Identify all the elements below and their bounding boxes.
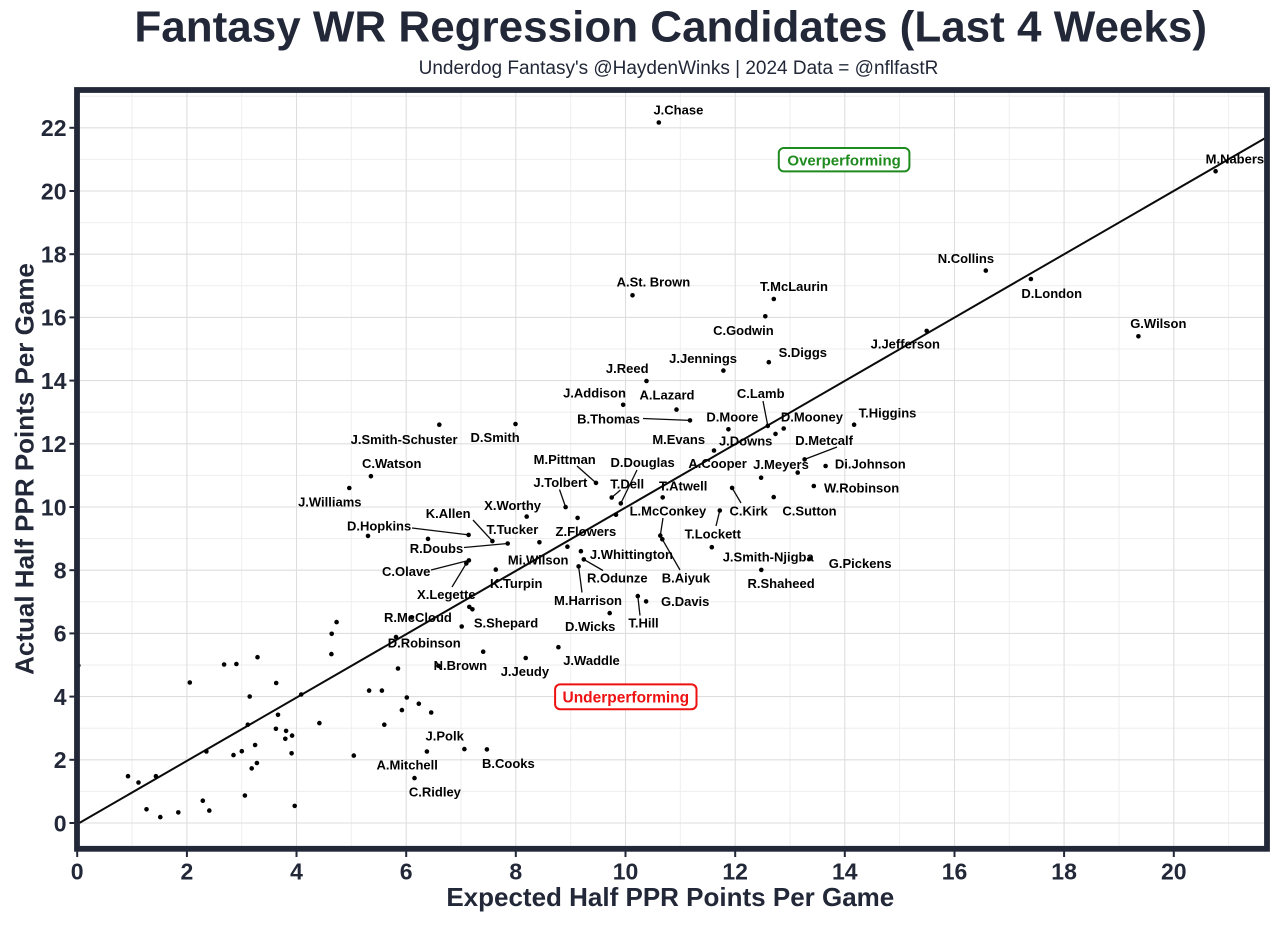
svg-text:10: 10 bbox=[41, 494, 67, 520]
svg-text:N.Collins: N.Collins bbox=[938, 251, 994, 266]
svg-text:J.Jeudy: J.Jeudy bbox=[501, 664, 550, 679]
svg-text:R.McCloud: R.McCloud bbox=[384, 610, 452, 625]
svg-text:R.Shaheed: R.Shaheed bbox=[748, 576, 815, 591]
svg-text:6: 6 bbox=[54, 621, 67, 647]
svg-text:X.Legette: X.Legette bbox=[417, 587, 476, 602]
svg-text:C.Lamb: C.Lamb bbox=[737, 386, 785, 401]
svg-text:D.London: D.London bbox=[1021, 286, 1082, 301]
svg-text:K.Allen: K.Allen bbox=[426, 506, 471, 521]
svg-text:2: 2 bbox=[181, 859, 194, 885]
svg-text:B.Cooks: B.Cooks bbox=[482, 756, 535, 771]
svg-text:M.Pittman: M.Pittman bbox=[534, 452, 596, 467]
svg-text:T.Hill: T.Hill bbox=[628, 616, 658, 631]
svg-text:C.Kirk: C.Kirk bbox=[729, 504, 768, 519]
svg-text:A.Lazard: A.Lazard bbox=[640, 387, 695, 402]
svg-text:J.Jefferson: J.Jefferson bbox=[871, 337, 940, 352]
svg-text:D.Hopkins: D.Hopkins bbox=[347, 519, 411, 534]
svg-text:M.Evans: M.Evans bbox=[652, 432, 705, 447]
svg-text:C.Ridley: C.Ridley bbox=[409, 785, 462, 800]
svg-text:X.Worthy: X.Worthy bbox=[484, 498, 542, 513]
svg-text:A.St. Brown: A.St. Brown bbox=[617, 275, 691, 290]
svg-text:4: 4 bbox=[54, 684, 67, 710]
svg-text:K.Turpin: K.Turpin bbox=[490, 576, 543, 591]
svg-text:J.Reed: J.Reed bbox=[606, 361, 649, 376]
svg-text:J.Downs: J.Downs bbox=[719, 434, 772, 449]
svg-text:J.Polk: J.Polk bbox=[426, 728, 465, 743]
svg-text:2: 2 bbox=[54, 747, 67, 773]
svg-text:Mi.Wilson: Mi.Wilson bbox=[508, 553, 569, 568]
svg-text:14: 14 bbox=[41, 368, 67, 394]
svg-text:22: 22 bbox=[41, 115, 67, 141]
svg-text:J.Jennings: J.Jennings bbox=[669, 351, 737, 366]
svg-text:J.Chase: J.Chase bbox=[653, 103, 703, 118]
svg-text:G.Pickens: G.Pickens bbox=[829, 556, 892, 571]
svg-text:Underperforming: Underperforming bbox=[563, 690, 690, 707]
svg-text:Fantasy WR Regression Candidat: Fantasy WR Regression Candidates (Last 4… bbox=[134, 3, 1207, 52]
svg-text:J.Waddle: J.Waddle bbox=[563, 653, 620, 668]
svg-text:18: 18 bbox=[41, 242, 67, 268]
svg-text:R.Odunze: R.Odunze bbox=[587, 570, 648, 585]
svg-text:14: 14 bbox=[832, 859, 858, 885]
svg-text:4: 4 bbox=[290, 859, 303, 885]
svg-text:C.Sutton: C.Sutton bbox=[782, 504, 836, 519]
svg-text:B.Aiyuk: B.Aiyuk bbox=[662, 570, 711, 585]
svg-text:L.McConkey: L.McConkey bbox=[630, 503, 707, 518]
svg-text:J.Whittington: J.Whittington bbox=[590, 547, 673, 562]
svg-text:M.Harrison: M.Harrison bbox=[554, 593, 622, 608]
svg-text:12: 12 bbox=[41, 431, 67, 457]
svg-text:D.Metcalf: D.Metcalf bbox=[795, 433, 853, 448]
svg-text:D.Smith: D.Smith bbox=[471, 430, 520, 445]
svg-text:S.Shepard: S.Shepard bbox=[474, 615, 538, 630]
svg-text:T.Tucker: T.Tucker bbox=[487, 522, 539, 537]
svg-text:J.Addison: J.Addison bbox=[563, 386, 626, 401]
svg-text:G.Wilson: G.Wilson bbox=[1130, 316, 1186, 331]
svg-text:N.Brown: N.Brown bbox=[434, 658, 488, 673]
svg-text:T.Dell: T.Dell bbox=[610, 477, 644, 492]
svg-text:C.Godwin: C.Godwin bbox=[713, 323, 774, 338]
svg-text:20: 20 bbox=[1161, 859, 1187, 885]
svg-text:D.Douglas: D.Douglas bbox=[610, 455, 674, 470]
svg-text:J.Smith-Njigba: J.Smith-Njigba bbox=[723, 549, 815, 564]
svg-text:J.Tolbert: J.Tolbert bbox=[533, 475, 588, 490]
svg-text:16: 16 bbox=[942, 859, 968, 885]
svg-text:T.Higgins: T.Higgins bbox=[859, 406, 917, 421]
svg-text:C.Watson: C.Watson bbox=[362, 456, 422, 471]
svg-text:G.Davis: G.Davis bbox=[661, 594, 709, 609]
svg-text:R.Doubs: R.Doubs bbox=[410, 541, 463, 556]
svg-text:10: 10 bbox=[613, 859, 639, 885]
svg-text:0: 0 bbox=[71, 859, 84, 885]
svg-text:A.Cooper: A.Cooper bbox=[688, 456, 747, 471]
svg-text:6: 6 bbox=[400, 859, 413, 885]
svg-text:Actual Half PPR Points Per Gam: Actual Half PPR Points Per Game bbox=[10, 263, 40, 675]
svg-text:T.Lockett: T.Lockett bbox=[685, 527, 742, 542]
svg-text:12: 12 bbox=[722, 859, 748, 885]
svg-text:0: 0 bbox=[54, 810, 67, 836]
svg-text:D.Robinson: D.Robinson bbox=[388, 635, 461, 650]
svg-text:S.Diggs: S.Diggs bbox=[779, 345, 827, 360]
svg-text:J.Meyers: J.Meyers bbox=[753, 457, 809, 472]
svg-text:Di.Johnson: Di.Johnson bbox=[835, 457, 906, 472]
svg-text:A.Mitchell: A.Mitchell bbox=[376, 758, 437, 773]
svg-text:20: 20 bbox=[41, 178, 67, 204]
svg-text:8: 8 bbox=[509, 859, 522, 885]
svg-text:Underdog Fantasy's @HaydenWink: Underdog Fantasy's @HaydenWinks | 2024 D… bbox=[419, 58, 939, 79]
svg-text:D.Mooney: D.Mooney bbox=[781, 410, 844, 425]
svg-text:B.Thomas: B.Thomas bbox=[577, 412, 640, 427]
svg-text:T.Atwell: T.Atwell bbox=[659, 479, 707, 494]
svg-text:T.McLaurin: T.McLaurin bbox=[760, 279, 828, 294]
svg-text:D.Moore: D.Moore bbox=[706, 409, 758, 424]
svg-text:18: 18 bbox=[1051, 859, 1077, 885]
svg-text:W.Robinson: W.Robinson bbox=[824, 481, 899, 496]
svg-text:Overperforming: Overperforming bbox=[787, 152, 900, 169]
svg-text:16: 16 bbox=[41, 305, 67, 331]
svg-text:C.Olave: C.Olave bbox=[382, 564, 430, 579]
svg-text:J.Smith-Schuster: J.Smith-Schuster bbox=[351, 432, 458, 447]
svg-text:J.Williams: J.Williams bbox=[298, 495, 361, 510]
svg-text:8: 8 bbox=[54, 558, 67, 584]
svg-text:Z.Flowers: Z.Flowers bbox=[556, 524, 617, 539]
svg-text:Expected Half PPR Points Per G: Expected Half PPR Points Per Game bbox=[446, 882, 894, 912]
svg-text:D.Wicks: D.Wicks bbox=[565, 619, 615, 634]
svg-text:M.Nabers: M.Nabers bbox=[1206, 151, 1265, 166]
